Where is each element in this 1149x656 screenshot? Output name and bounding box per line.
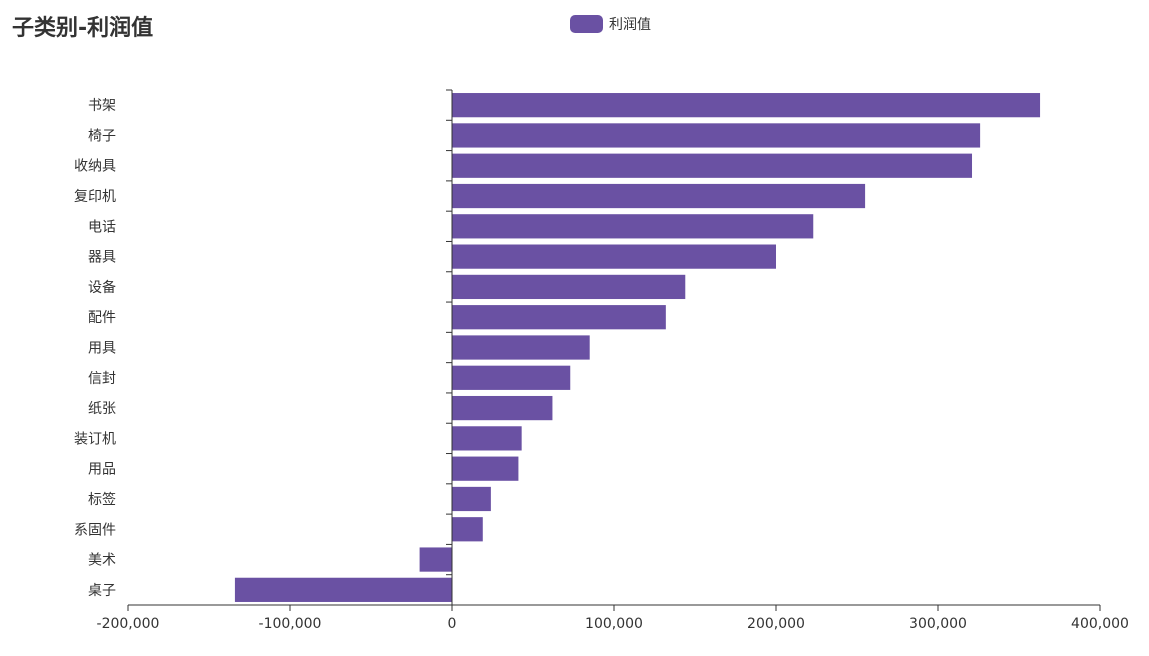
category-label: 器具: [88, 250, 116, 266]
bar-纸张[interactable]: [452, 395, 553, 421]
category-label: 椅子: [88, 128, 116, 144]
bar-复印机[interactable]: [452, 183, 866, 209]
bar-椅子[interactable]: [452, 123, 981, 148]
category-label: 配件: [88, 310, 116, 326]
legend-swatch-icon: [570, 15, 603, 33]
category-label: 标签: [88, 491, 116, 508]
bar-信封[interactable]: [452, 365, 571, 390]
category-label: 信封: [88, 371, 116, 387]
bar-装订机[interactable]: [452, 426, 522, 451]
legend-label: 利润值: [609, 17, 651, 33]
x-tick-label: 200,000: [747, 616, 805, 632]
chart-title: 子类别-利润值: [12, 16, 154, 41]
x-tick-label: 100,000: [585, 616, 643, 632]
bar-配件[interactable]: [452, 305, 666, 330]
bar-设备[interactable]: [452, 274, 686, 300]
x-tick-label: 400,000: [1071, 616, 1129, 632]
x-tick-label: 300,000: [909, 616, 967, 632]
category-label: 纸张: [88, 401, 116, 417]
x-tick-label: -100,000: [259, 616, 322, 632]
bar-书架[interactable]: [452, 93, 1041, 118]
x-tick-label: -200,000: [97, 616, 160, 632]
category-label: 美术: [88, 553, 116, 569]
category-label: 设备: [88, 279, 116, 296]
bar-用具[interactable]: [452, 335, 590, 360]
bar-系固件[interactable]: [452, 517, 483, 542]
category-label: 收纳具: [74, 159, 116, 175]
category-label: 用具: [88, 341, 116, 357]
category-label: 系固件: [74, 522, 116, 538]
bar-桌子[interactable]: [234, 577, 452, 602]
category-label: 用品: [88, 462, 116, 478]
category-label: 书架: [88, 98, 116, 114]
bar-器具[interactable]: [452, 244, 776, 269]
category-label: 桌子: [88, 583, 116, 599]
bar-用品[interactable]: [452, 456, 519, 481]
bar-标签[interactable]: [452, 486, 491, 512]
category-label: 装订机: [74, 431, 116, 447]
bar-收纳具[interactable]: [452, 153, 973, 178]
bar-美术[interactable]: [419, 547, 452, 572]
category-label: 复印机: [74, 188, 116, 205]
x-tick-label: 0: [448, 616, 457, 632]
category-label: 电话: [88, 219, 116, 235]
bar-电话[interactable]: [452, 214, 814, 239]
legend[interactable]: 利润值: [570, 14, 651, 34]
